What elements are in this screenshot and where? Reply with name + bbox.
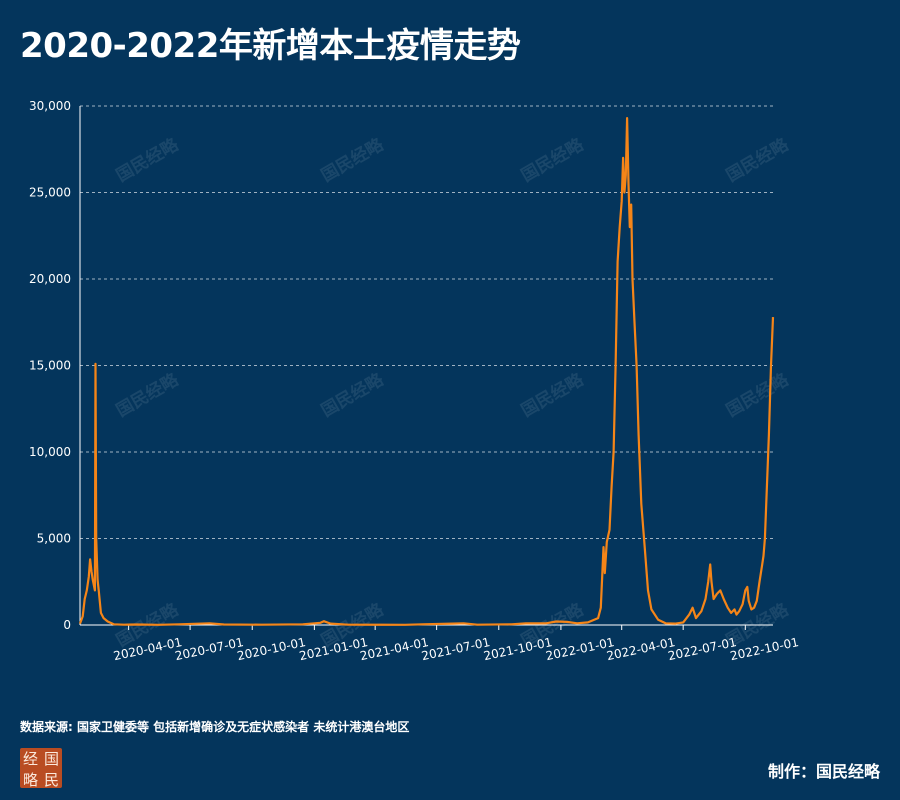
logo-char: 略 xyxy=(22,771,38,789)
watermark-text: 国民经略 xyxy=(318,369,388,422)
grid-lines xyxy=(80,105,773,539)
watermark-text: 国民经略 xyxy=(723,134,793,187)
watermark-text: 国民经略 xyxy=(113,134,183,187)
y-axis: 0 5,000 10,000 15,000 20,000 25,000 30,000 xyxy=(29,99,773,632)
credit-text: 制作：国民经略 xyxy=(767,762,880,781)
y-tick-label: 20,000 xyxy=(29,272,71,286)
y-tick-label: 30,000 xyxy=(29,99,71,113)
x-tick-label: 2020-07-01 xyxy=(174,635,245,663)
logo-char: 民 xyxy=(43,771,59,789)
logo-char: 经 xyxy=(22,750,38,768)
y-tick-label: 10,000 xyxy=(29,445,71,459)
series-line xyxy=(78,117,775,626)
logo-char: 国 xyxy=(43,750,59,768)
x-tick-label: 2022-07-01 xyxy=(667,635,738,663)
y-tick-label: 5,000 xyxy=(37,532,71,546)
watermark-text: 国民经略 xyxy=(518,134,588,187)
watermark-text: 国民经略 xyxy=(723,369,793,422)
x-axis: 2020-04-012020-07-012020-10-012021-01-01… xyxy=(112,625,800,663)
watermark-text: 国民经略 xyxy=(318,134,388,187)
series-layer xyxy=(78,117,775,626)
y-tick-label: 15,000 xyxy=(29,359,71,373)
watermark-text: 国民经略 xyxy=(113,369,183,422)
watermark-text: 国民经略 xyxy=(518,369,588,422)
x-tick-label: 2021-07-01 xyxy=(420,635,491,663)
data-source-note: 数据来源: 国家卫健委等 包括新增确诊及无症状感染者 未统计港澳台地区 xyxy=(20,720,410,734)
x-tick-label: 2020-10-01 xyxy=(236,635,307,663)
chart-title: 2020-2022年新增本土疫情走势 xyxy=(20,26,521,66)
x-tick-label: 2021-10-01 xyxy=(482,635,553,663)
y-tick-label: 0 xyxy=(63,618,71,632)
y-tick-label: 25,000 xyxy=(29,186,71,200)
brand-logo: 经 国 略 民 xyxy=(20,748,62,789)
